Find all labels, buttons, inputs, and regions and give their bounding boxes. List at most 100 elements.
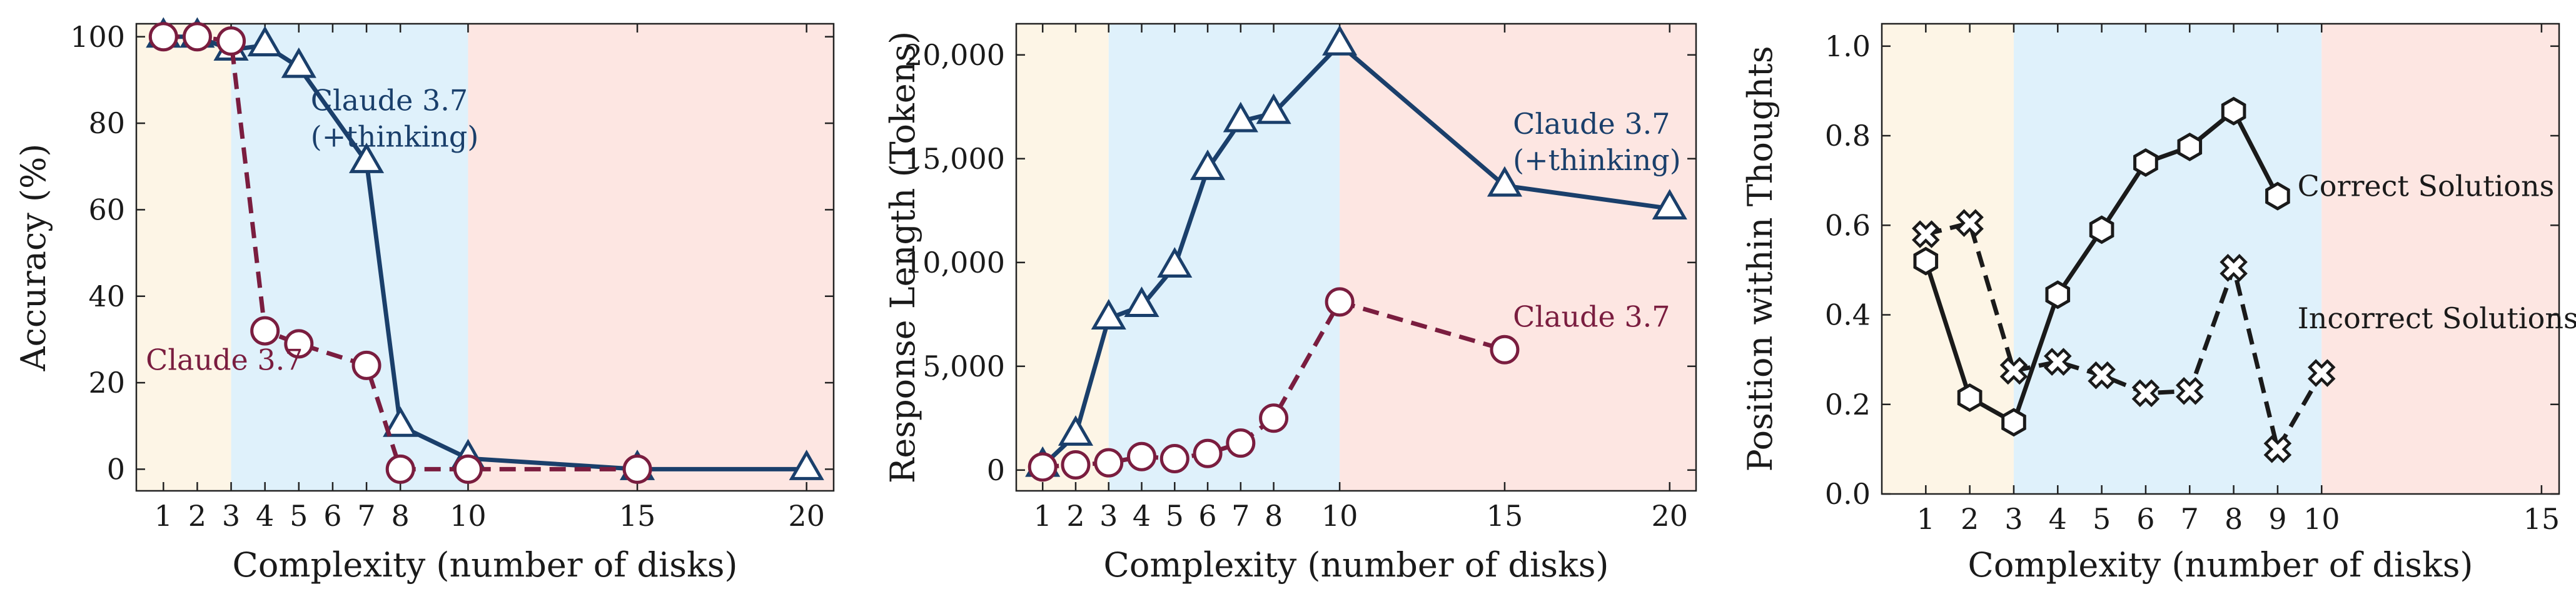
data-point [2044,348,2072,376]
data-point [1487,166,1523,197]
data-point [1322,24,1358,56]
x-axis-title: Complexity (number of disks) [233,545,738,585]
region-band-2 [231,24,468,491]
data-point [2088,361,2116,390]
series-line [163,34,807,471]
x-tick-label: 10 [1321,499,1358,533]
data-point [622,454,652,484]
x-tick-label: 6 [1198,499,1216,533]
series-annotation-label: (+thinking) [311,119,479,153]
y-tick-label: 0.6 [1825,208,1871,242]
data-point [1652,189,1687,219]
x-tick-label: 1 [1917,502,1935,536]
plot-frame [1015,23,1697,492]
x-tick-label: 10 [450,499,487,533]
data-point [385,454,415,484]
region-band-1 [1882,24,2014,494]
data-point [1223,101,1258,133]
data-point [216,26,246,56]
y-tick-label: 40 [88,279,125,313]
y-tick-label: 1.0 [1825,29,1871,63]
plot-frame [1881,23,2560,495]
data-point [2176,377,2204,405]
x-tick-label: 6 [2136,502,2154,536]
series-claude-3-7-thinking [1025,24,1687,477]
series-annotation-label: Claude 3.7 [311,83,468,117]
data-point [1999,356,2028,385]
x-tick-label: 5 [1166,499,1184,533]
y-tick-label: 20,000 [904,38,1005,72]
y-tick-label: 80 [88,106,125,140]
y-tick-label: 15,000 [904,142,1005,176]
data-point [148,22,178,52]
series-claude-3-7 [148,22,652,484]
x-axis-title: Complexity (number of disks) [1968,545,2473,585]
data-point [348,143,385,173]
y-tick-label: 0.8 [1825,119,1871,153]
data-point [2220,254,2248,282]
y-axis-title: Position within Thoughts [1740,46,1780,471]
series-correct-solutions [1913,96,2290,437]
series-line [1925,221,2324,451]
region-band-3 [2321,24,2559,494]
y-tick-label: 0 [107,452,125,486]
region-band-1 [136,24,231,491]
x-axis-title: Complexity (number of disks) [1104,545,1609,585]
data-point [2131,379,2160,408]
data-point [1957,383,1983,412]
x-tick-label: 20 [788,499,825,533]
region-band-1 [1016,24,1109,491]
x-tick-label: 4 [2049,502,2067,536]
region-band-3 [468,24,834,491]
data-point [1127,441,1157,471]
data-point [2263,435,2292,463]
x-tick-label: 5 [290,499,308,533]
data-point [1490,335,1520,365]
data-point [1226,428,1256,458]
data-point [1091,299,1126,330]
y-tick-label: 0.4 [1825,298,1871,332]
series-claude-3-7 [1028,287,1520,482]
y-axis-title: Accuracy (%) [14,144,53,372]
series-line [1042,299,1505,470]
data-point [1956,209,1984,237]
x-tick-label: 4 [1133,499,1151,533]
series-annotation-label: Correct Solutions [2298,169,2555,203]
data-point [1913,246,1939,276]
data-point [2045,280,2071,310]
data-point [351,350,381,380]
x-tick-label: 6 [323,499,341,533]
data-point [2177,133,2203,161]
x-tick-label: 1 [1034,499,1052,533]
data-point [2265,181,2290,211]
data-point [1325,287,1355,317]
data-point [1058,415,1094,446]
x-tick-label: 1 [154,499,173,533]
data-point [1028,452,1058,482]
x-tick-label: 8 [2225,502,2243,536]
chart-panel-1: 1 2 3 4 5 6 7 8 10 15 20 0 20 40 60 80 100 Complexity (nu… [14,17,835,585]
x-tick-label: 3 [1099,499,1118,533]
region-band-2 [2013,24,2322,494]
data-point [2089,215,2114,244]
series-annotation-label: Claude 3.7 [146,343,303,376]
x-tick-label: 15 [2523,502,2560,536]
data-point [281,47,316,78]
region-band-3 [1340,24,1696,491]
data-point [2221,96,2246,126]
y-tick-label: 20 [88,366,125,400]
series-annotation-label: Incorrect Solutions [2298,301,2576,335]
region-band-2 [1108,24,1340,491]
x-tick-label: 8 [1265,499,1283,533]
y-tick-label: 10,000 [904,246,1005,279]
y-axis-title: Response Length (Tokens) [883,31,922,483]
series-annotation-label: Claude 3.7 [1513,300,1670,334]
x-tick-label: 9 [2268,502,2286,536]
x-tick-label: 2 [1066,499,1084,533]
data-point [2308,359,2336,387]
data-point [789,450,824,480]
x-tick-label: 2 [1961,502,1979,536]
plot-frame [135,23,835,492]
data-point [250,316,280,346]
data-point [453,454,483,484]
